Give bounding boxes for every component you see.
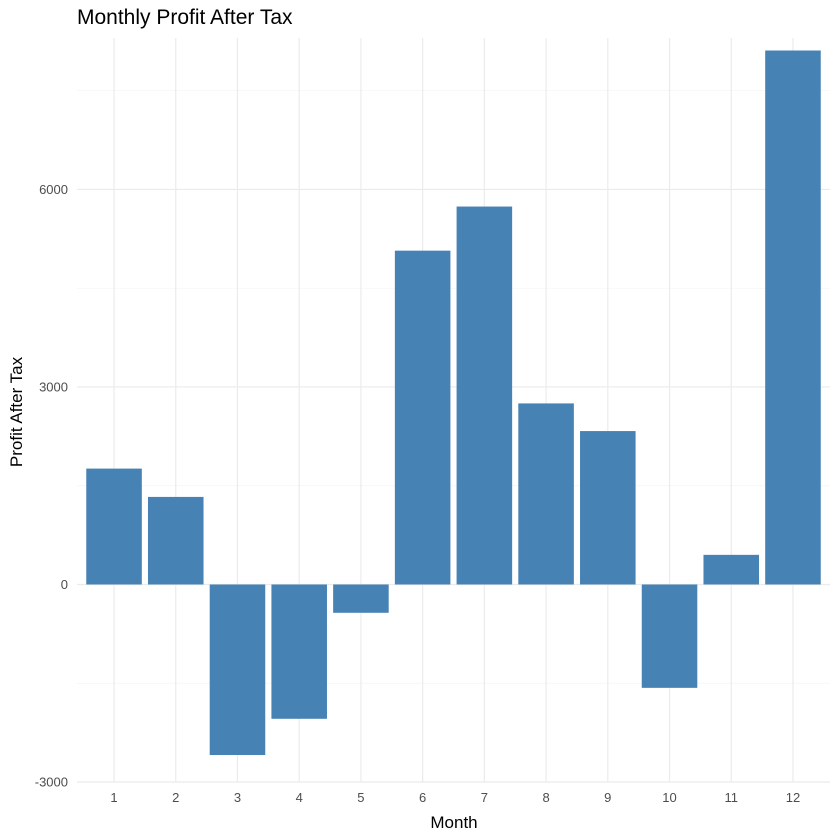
bar-month-2 bbox=[147, 496, 204, 585]
x-tick-label: 10 bbox=[662, 790, 676, 805]
bar-month-7 bbox=[456, 206, 513, 585]
x-tick-label: 1 bbox=[110, 790, 117, 805]
bars bbox=[86, 50, 821, 756]
y-axis-ticks: -3000 0 3000 6000 bbox=[35, 182, 68, 790]
x-axis-title: Month bbox=[430, 813, 477, 832]
bar-month-1 bbox=[86, 468, 142, 585]
x-tick-label: 11 bbox=[724, 790, 738, 805]
y-tick-label: 6000 bbox=[39, 182, 68, 197]
x-tick-label: 12 bbox=[786, 790, 800, 805]
bar-month-6 bbox=[394, 250, 451, 585]
bar-month-8 bbox=[518, 403, 574, 585]
x-tick-label: 5 bbox=[357, 790, 364, 805]
x-tick-label: 9 bbox=[604, 790, 611, 805]
chart-title: Monthly Profit After Tax bbox=[77, 6, 293, 29]
x-tick-label: 2 bbox=[172, 790, 179, 805]
x-tick-label: 8 bbox=[542, 790, 549, 805]
bar-month-5 bbox=[333, 584, 389, 613]
x-tick-label: 7 bbox=[481, 790, 488, 805]
bar-month-10 bbox=[641, 584, 698, 688]
bar-month-9 bbox=[580, 431, 636, 585]
x-tick-label: 4 bbox=[296, 790, 303, 805]
bar-month-4 bbox=[271, 584, 327, 719]
y-axis-title: Profit After Tax bbox=[7, 356, 26, 467]
x-tick-label: 3 bbox=[234, 790, 241, 805]
minor-gridlines bbox=[77, 90, 830, 684]
bar-month-3 bbox=[209, 584, 266, 756]
y-tick-label: 3000 bbox=[39, 379, 68, 394]
x-tick-label: 6 bbox=[419, 790, 426, 805]
y-tick-label: -3000 bbox=[35, 775, 68, 790]
bar-month-12 bbox=[765, 50, 821, 585]
major-gridlines bbox=[77, 38, 830, 783]
y-tick-label: 0 bbox=[61, 577, 68, 592]
bar-month-11 bbox=[703, 554, 760, 585]
x-axis-ticks: 1 2 3 4 5 6 7 8 9 10 11 12 bbox=[110, 790, 800, 805]
